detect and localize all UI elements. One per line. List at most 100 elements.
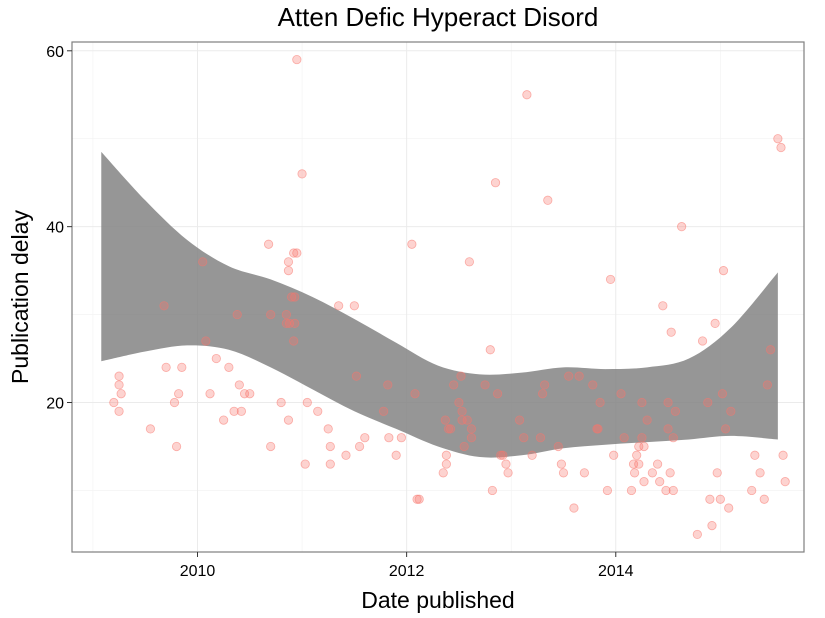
data-point bbox=[535, 433, 546, 443]
data-point bbox=[232, 309, 242, 320]
data-point bbox=[652, 459, 663, 469]
data-point bbox=[665, 468, 675, 478]
data-point bbox=[302, 397, 312, 408]
data-point bbox=[292, 248, 302, 258]
data-point bbox=[171, 441, 182, 452]
data-point bbox=[498, 450, 508, 460]
data-point bbox=[236, 406, 247, 416]
data-point bbox=[642, 415, 652, 425]
data-point bbox=[234, 380, 244, 390]
data-point bbox=[759, 494, 769, 504]
data-point bbox=[440, 415, 450, 425]
data-point bbox=[283, 415, 294, 425]
data-point bbox=[383, 380, 393, 390]
data-point bbox=[663, 424, 673, 434]
data-point bbox=[201, 336, 211, 346]
data-point bbox=[177, 362, 187, 372]
data-point bbox=[564, 371, 574, 381]
data-point bbox=[224, 362, 234, 372]
data-point bbox=[647, 468, 657, 478]
confidence-band bbox=[101, 151, 778, 458]
x-axis-title: Date published bbox=[361, 587, 514, 613]
data-point bbox=[466, 424, 477, 434]
data-point bbox=[379, 406, 389, 416]
data-point bbox=[454, 397, 464, 408]
data-point bbox=[724, 503, 734, 513]
data-point bbox=[661, 485, 671, 496]
data-point bbox=[266, 309, 276, 320]
data-point bbox=[205, 389, 215, 399]
data-point bbox=[632, 450, 642, 460]
data-point bbox=[449, 380, 459, 390]
data-point bbox=[334, 301, 344, 311]
data-point bbox=[464, 257, 474, 267]
y-tick-label: 20 bbox=[46, 396, 64, 413]
data-point bbox=[634, 441, 644, 452]
data-point bbox=[637, 397, 647, 408]
y-tick-label: 40 bbox=[46, 220, 64, 237]
data-point bbox=[677, 222, 687, 232]
x-axis-ticks: 2010 2012 2014 bbox=[180, 552, 634, 580]
data-point bbox=[412, 494, 422, 504]
data-point bbox=[114, 406, 124, 416]
data-point bbox=[553, 441, 563, 452]
x-tick-label: 2010 bbox=[180, 563, 216, 580]
data-point bbox=[239, 389, 250, 399]
data-point bbox=[556, 459, 566, 469]
data-point bbox=[114, 371, 124, 381]
data-point bbox=[628, 459, 639, 469]
data-point bbox=[670, 406, 680, 416]
data-point bbox=[626, 485, 637, 496]
data-points bbox=[109, 54, 790, 540]
data-point bbox=[480, 380, 490, 390]
data-point bbox=[198, 257, 208, 267]
y-axis-ticks: 20 40 60 bbox=[46, 44, 72, 413]
data-point bbox=[540, 380, 550, 390]
data-point bbox=[114, 380, 124, 390]
data-point bbox=[457, 415, 467, 425]
data-point bbox=[145, 424, 156, 434]
data-point bbox=[755, 468, 765, 478]
data-point bbox=[289, 336, 299, 346]
data-point bbox=[697, 336, 708, 346]
data-point bbox=[668, 433, 678, 443]
data-point bbox=[456, 371, 466, 381]
data-point bbox=[459, 441, 469, 452]
data-point bbox=[658, 301, 668, 311]
data-point bbox=[159, 301, 169, 311]
data-point bbox=[290, 292, 300, 302]
data-point bbox=[462, 415, 472, 425]
data-point bbox=[109, 397, 119, 408]
data-point bbox=[490, 178, 501, 188]
data-point bbox=[283, 257, 294, 267]
chart-title: Atten Defic Hyperact Disord bbox=[278, 2, 599, 32]
data-point bbox=[588, 380, 598, 390]
data-point bbox=[773, 134, 783, 144]
data-point bbox=[351, 371, 362, 381]
data-point bbox=[263, 239, 274, 249]
data-point bbox=[602, 485, 613, 496]
data-point bbox=[360, 433, 370, 443]
data-point bbox=[438, 468, 448, 478]
data-point bbox=[503, 468, 513, 478]
data-point bbox=[569, 503, 579, 513]
data-point bbox=[776, 142, 786, 153]
x-tick-label: 2012 bbox=[389, 563, 425, 580]
data-point bbox=[595, 397, 605, 408]
data-point bbox=[668, 485, 678, 496]
x-tick-label: 2014 bbox=[598, 563, 634, 580]
data-point bbox=[441, 459, 451, 469]
data-point bbox=[514, 415, 525, 425]
data-point bbox=[300, 459, 310, 469]
data-point bbox=[778, 450, 788, 460]
data-point bbox=[537, 389, 548, 399]
data-point bbox=[445, 424, 456, 434]
data-point bbox=[543, 195, 553, 205]
data-point bbox=[710, 318, 720, 328]
data-point bbox=[466, 433, 477, 443]
data-point bbox=[609, 450, 619, 460]
data-point bbox=[284, 318, 295, 328]
data-point bbox=[750, 450, 760, 460]
data-point bbox=[720, 424, 731, 434]
data-point bbox=[639, 477, 649, 487]
